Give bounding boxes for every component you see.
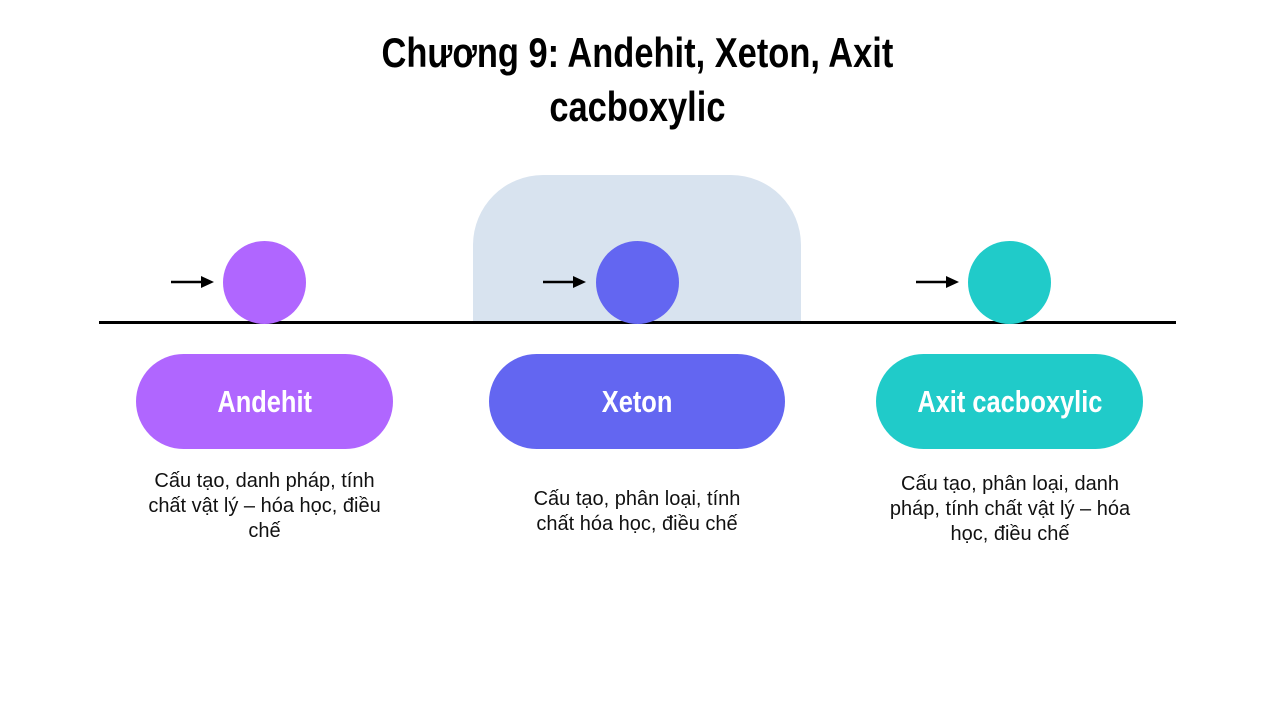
right-arrow-icon [543,276,586,288]
stage-xeton-pill: Xeton [489,354,785,449]
stage-xeton-label: Xeton [601,383,673,419]
stage-axit-label: Axit cacboxylic [916,383,1103,419]
stage-andehit-description: Cấu tạo, danh pháp, tính chất vật lý – h… [148,470,381,542]
stage-axit-dot [968,241,1051,324]
stage-xeton-description: Cấu tạo, phân loại, tính chất hóa học, đ… [533,488,741,535]
stage-andehit-dot [223,241,306,324]
slide-title-line-2: cacboxylic [549,83,726,130]
stage-axit-description: Cấu tạo, phân loại, danh pháp, tính chất… [889,473,1131,545]
slide-title-line-1: Chương 9: Andehit, Xeton, Axit [381,29,894,76]
slide-title: Chương 9: Andehit, Xeton, Axit cacboxyli… [115,26,1161,134]
right-arrow-icon [916,276,959,288]
right-arrow-icon [171,276,214,288]
stage-andehit-label: Andehit [217,383,312,419]
stage-xeton-dot [596,241,679,324]
stage-axit-pill: Axit cacboxylic [876,354,1143,449]
stage-andehit-pill: Andehit [136,354,393,449]
